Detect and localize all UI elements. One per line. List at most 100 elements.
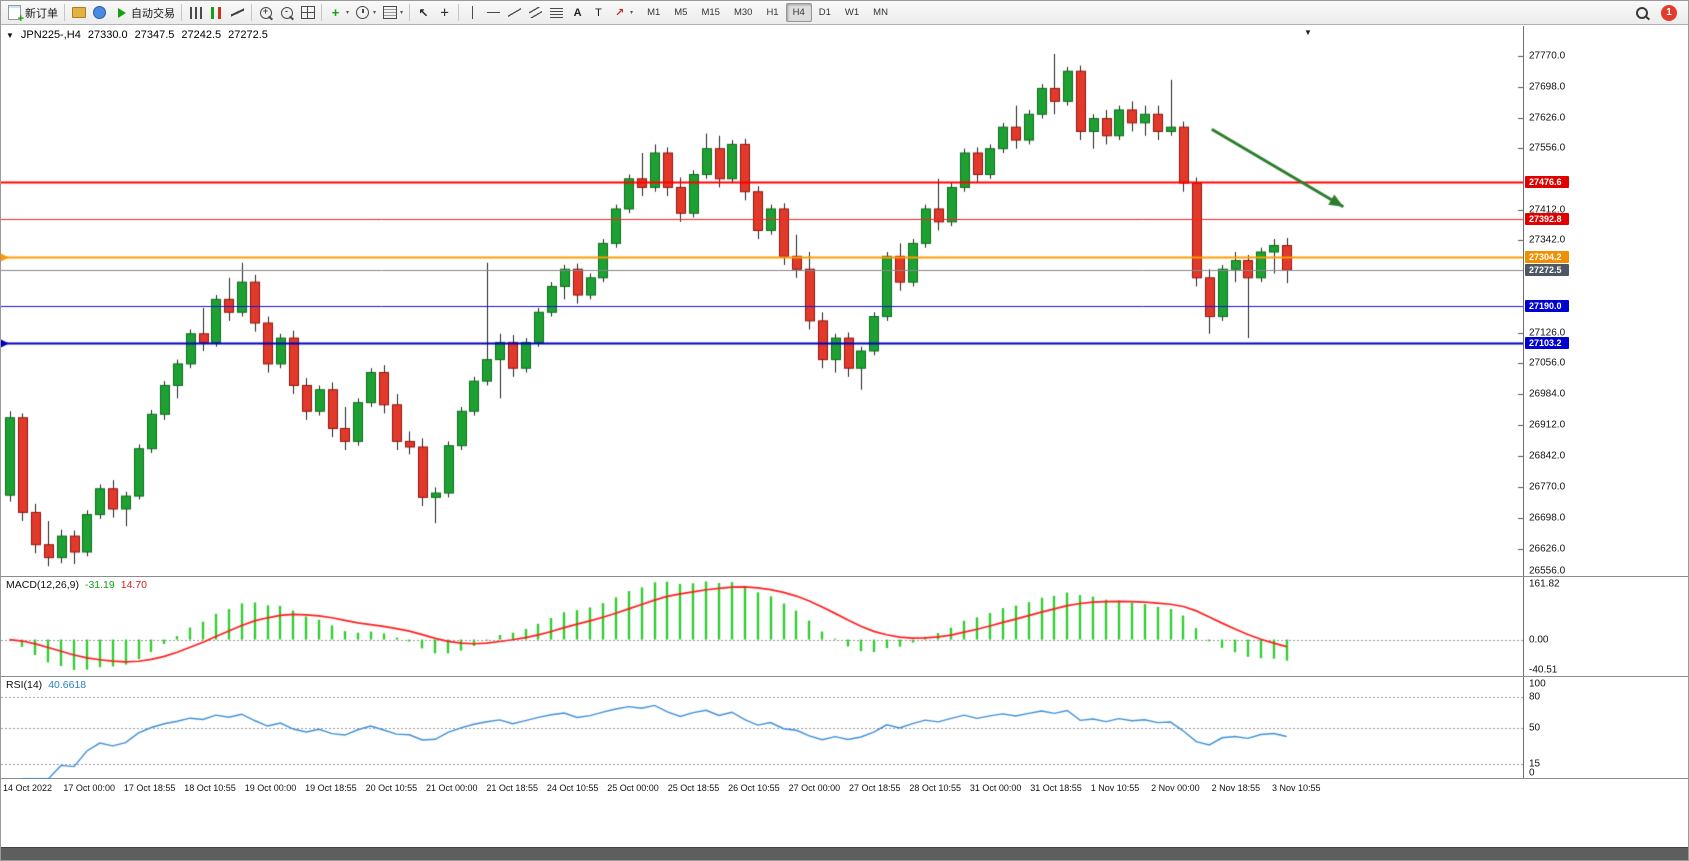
templates-button[interactable]: ▾ bbox=[379, 2, 406, 23]
price-axis-label: 27342.0 bbox=[1529, 234, 1566, 246]
toolbar-separator bbox=[64, 4, 65, 21]
symbol-dropdown-icon[interactable]: ▼ bbox=[6, 30, 14, 40]
price-axis-label: 26770.0 bbox=[1529, 481, 1566, 493]
indicators-icon bbox=[328, 5, 343, 20]
vertical-line-icon bbox=[465, 5, 480, 20]
current-price-line-tag[interactable]: 27272.5 bbox=[1525, 264, 1569, 277]
timeframe-h4[interactable]: H4 bbox=[785, 3, 812, 22]
vertical-line-button[interactable] bbox=[462, 2, 483, 23]
search-icon bbox=[1635, 6, 1650, 20]
zoom-out-button[interactable] bbox=[276, 2, 297, 23]
resistance-line-1-tag[interactable]: 27476.6 bbox=[1525, 176, 1569, 189]
zoom-out-icon bbox=[279, 5, 294, 20]
bottom-scrollbar[interactable] bbox=[1, 847, 1688, 860]
rsi-canvas[interactable] bbox=[1, 677, 1523, 779]
auto-trading-button[interactable]: 自动交易 bbox=[110, 2, 178, 23]
new-order-icon bbox=[7, 5, 24, 24]
macd-canvas[interactable] bbox=[1, 577, 1523, 677]
time-axis-label: 2 Nov 00:00 bbox=[1151, 783, 1200, 793]
price-chart-canvas[interactable] bbox=[1, 26, 1523, 577]
chart-shift-marker[interactable]: ▼ bbox=[1304, 28, 1312, 37]
new-order-button[interactable]: 新订单 bbox=[4, 2, 61, 25]
timeframe-h1[interactable]: H1 bbox=[766, 7, 779, 18]
zoom-in-button[interactable] bbox=[255, 2, 276, 23]
time-axis-label: 25 Oct 18:55 bbox=[667, 783, 720, 793]
price-axis-label: 27556.0 bbox=[1529, 142, 1566, 154]
line-chart-mode-button[interactable] bbox=[227, 2, 248, 23]
trendline-button[interactable] bbox=[504, 2, 525, 23]
horizontal-line-button[interactable] bbox=[483, 2, 504, 23]
timeframe-m1[interactable]: M1 bbox=[647, 7, 661, 18]
crosshair-icon bbox=[437, 5, 452, 20]
price-axis[interactable]: 27770.0 27698.0 27626.0 27556.0 27412.0 27342… bbox=[1523, 26, 1688, 577]
dropdown-caret-icon: ▾ bbox=[630, 10, 634, 16]
time-axis-label: 14 Oct 2022 bbox=[3, 783, 53, 793]
profiles-button[interactable] bbox=[68, 2, 89, 23]
tile-windows-icon bbox=[300, 5, 315, 20]
price-axis-label: 26912.0 bbox=[1529, 419, 1566, 431]
indicators-button[interactable]: ▾ bbox=[325, 2, 352, 23]
rsi-axis-label: 0 bbox=[1529, 767, 1535, 779]
dropdown-caret-icon: ▾ bbox=[346, 10, 350, 16]
toolbar-separator bbox=[251, 4, 252, 21]
timeframe-m30[interactable]: M30 bbox=[733, 7, 753, 18]
macd-signal-value: 14.70 bbox=[120, 579, 148, 591]
time-axis-label: 21 Oct 00:00 bbox=[426, 783, 478, 793]
timeframe-d1[interactable]: D1 bbox=[818, 7, 831, 18]
search-button[interactable] bbox=[1632, 2, 1653, 23]
resistance-line-2-tag[interactable]: 27392.8 bbox=[1525, 212, 1569, 225]
toolbar-separator bbox=[458, 4, 460, 21]
bar-chart-mode-button[interactable] bbox=[185, 2, 206, 23]
ohlc-open: 27330.0 bbox=[87, 29, 128, 41]
arrows-button[interactable]: ▾ bbox=[609, 2, 636, 23]
toolbar-separator bbox=[321, 4, 322, 21]
text-button[interactable] bbox=[567, 2, 588, 23]
text-label-icon bbox=[591, 5, 606, 20]
rsi-axis[interactable]: 100 80 50 15 0 bbox=[1523, 677, 1688, 779]
time-axis-label: 31 Oct 18:55 bbox=[1030, 783, 1082, 793]
toolbar-separator bbox=[181, 4, 182, 21]
price-panel: ▼ JPN225-,H4 27330.0 27347.5 27242.5 272… bbox=[1, 26, 1688, 577]
autotrade-play-icon bbox=[113, 5, 128, 20]
chart-symbol-timeframe: JPN225-,H4 bbox=[20, 29, 81, 41]
timeframe-w1[interactable]: W1 bbox=[844, 7, 860, 18]
fibonacci-button[interactable] bbox=[546, 2, 567, 23]
cursor-button[interactable] bbox=[413, 2, 434, 23]
macd-label: MACD(12,26,9) bbox=[6, 579, 79, 591]
crosshair-button[interactable] bbox=[434, 2, 455, 23]
line-chart-icon bbox=[230, 5, 245, 20]
time-axis-label: 20 Oct 10:55 bbox=[365, 783, 418, 793]
candlestick-mode-button[interactable] bbox=[206, 2, 227, 23]
time-axis-label: 19 Oct 18:55 bbox=[305, 783, 357, 793]
support-line-2-tag[interactable]: 27103.2 bbox=[1525, 337, 1569, 350]
timeframe-m15[interactable]: M15 bbox=[701, 7, 720, 18]
timeframe-mn[interactable]: MN bbox=[873, 7, 888, 18]
support-line-1-tag[interactable]: 27190.0 bbox=[1525, 299, 1569, 312]
periods-button[interactable]: ▾ bbox=[352, 2, 379, 23]
pivot-line-orange-tag[interactable]: 27304.2 bbox=[1525, 250, 1569, 263]
tile-windows-button[interactable] bbox=[297, 2, 318, 23]
bar-chart-icon bbox=[188, 5, 203, 20]
toolbar-buttons: 新订单 自动交易 ▾ ▾ ▾ ▾ bbox=[4, 2, 636, 25]
macd-panel: MACD(12,26,9) -31.19 14.70 161.82 0.00 -40… bbox=[1, 577, 1688, 677]
profiles-icon bbox=[71, 5, 86, 20]
time-axis-label: 25 Oct 00:00 bbox=[607, 783, 659, 793]
notification-badge[interactable]: 1 bbox=[1661, 4, 1677, 21]
trendline-icon bbox=[507, 5, 522, 20]
equidistant-channel-button[interactable] bbox=[525, 2, 546, 23]
price-axis-label: 26842.0 bbox=[1529, 450, 1566, 462]
arrows-icon bbox=[612, 5, 627, 20]
horizontal-line-icon bbox=[486, 5, 501, 20]
cursor-icon bbox=[416, 5, 431, 20]
channel-icon bbox=[528, 5, 543, 20]
time-axis-label: 31 Oct 00:00 bbox=[969, 783, 1022, 793]
rsi-header: RSI(14) 40.6618 bbox=[6, 679, 86, 691]
timeframe-m5[interactable]: M5 bbox=[674, 7, 688, 18]
macd-axis[interactable]: 161.82 0.00 -40.51 bbox=[1523, 577, 1688, 676]
time-axis[interactable]: 14 Oct 2022 17 Oct 00:00 17 Oct 18:55 18 Oc… bbox=[1, 779, 1688, 797]
market-watch-button[interactable] bbox=[89, 2, 110, 23]
text-label-button[interactable] bbox=[588, 2, 609, 23]
time-axis-label: 28 Oct 10:55 bbox=[909, 783, 961, 793]
template-icon bbox=[382, 5, 397, 20]
chart-header: ▼ JPN225-,H4 27330.0 27347.5 27242.5 272… bbox=[6, 29, 268, 41]
